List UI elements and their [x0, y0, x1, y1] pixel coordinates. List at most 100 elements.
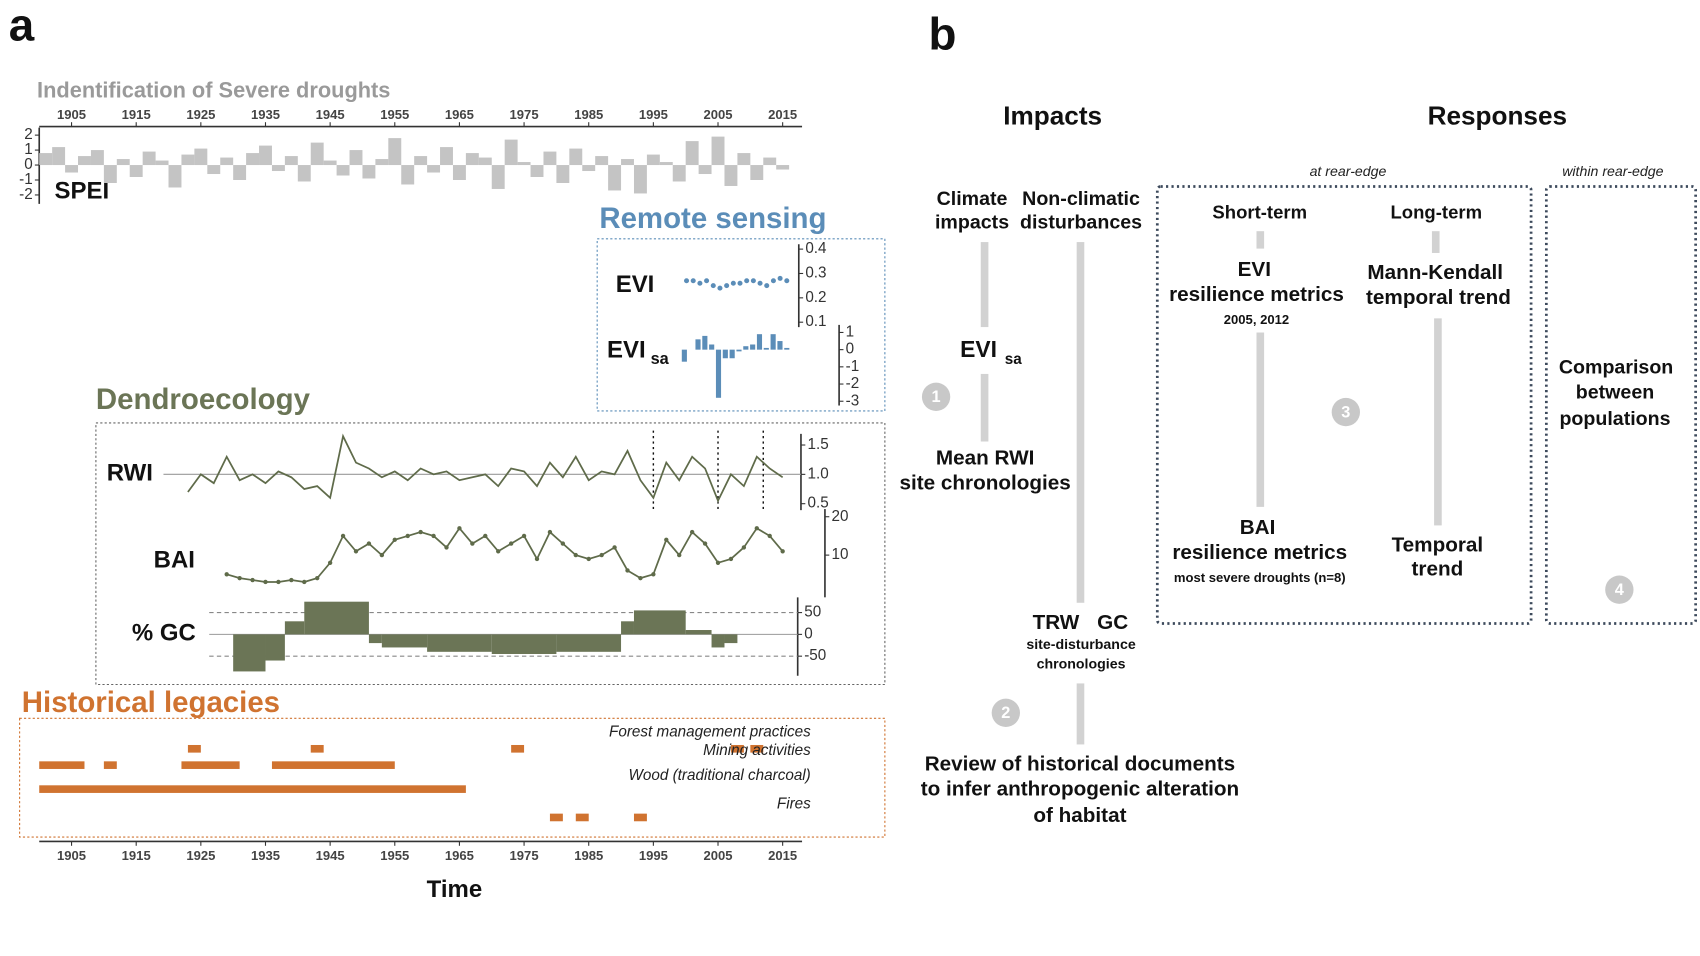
- step-bar: [711, 634, 725, 648]
- bar: [736, 349, 742, 352]
- bar: [452, 165, 466, 180]
- bar: [737, 153, 751, 166]
- panel-b: Impacts Responses Climate impacts Non-cl…: [899, 101, 1698, 827]
- bar: [142, 151, 156, 166]
- node: Non-climatic: [1022, 188, 1140, 210]
- connector: [1076, 683, 1085, 745]
- x-tick-label: 1975: [510, 848, 539, 863]
- dot: [757, 280, 763, 286]
- bar: [504, 139, 518, 166]
- marker: [677, 552, 682, 558]
- bar: [116, 159, 130, 166]
- dot: [784, 278, 790, 284]
- heading: Responses: [1428, 101, 1567, 131]
- box: [19, 717, 886, 838]
- step-bar: [685, 630, 712, 635]
- step-bar: [633, 610, 686, 635]
- marker: [237, 575, 242, 581]
- node: between: [1576, 382, 1654, 404]
- bar: [608, 165, 622, 191]
- y-tick-label: 20: [831, 508, 848, 525]
- y-tick-label: -3: [846, 392, 860, 409]
- dot: [690, 278, 696, 284]
- x-tick-label: 2015: [768, 848, 797, 863]
- series-line: [226, 526, 784, 583]
- step-bar: [556, 634, 622, 652]
- bar: [569, 148, 583, 166]
- bar: [672, 165, 686, 182]
- bar: [401, 165, 415, 185]
- y-tick-label: 10: [831, 546, 848, 563]
- bar: [777, 341, 783, 350]
- marker: [263, 579, 268, 585]
- bar: [722, 349, 728, 359]
- row-label: Forest management practices: [609, 723, 811, 740]
- node: Long-term: [1391, 202, 1483, 223]
- heading: Impacts: [1003, 101, 1102, 131]
- y-tick-label: 0: [846, 341, 854, 358]
- marker: [780, 549, 785, 554]
- x-tick-label: 1915: [122, 107, 151, 122]
- marker: [625, 568, 630, 573]
- step-bar: [621, 621, 634, 635]
- marker: [702, 541, 708, 546]
- node: trend: [1412, 558, 1464, 581]
- dot: [730, 280, 736, 286]
- x-tick-label: 1995: [639, 848, 668, 863]
- bar: [336, 165, 350, 176]
- node: Climate: [937, 188, 1008, 210]
- y-tick-label: 0.3: [805, 265, 826, 282]
- step-bar: [491, 634, 557, 654]
- node: Short-term: [1212, 202, 1307, 223]
- x-tick-label: 1965: [445, 848, 474, 863]
- row-label: Mining activities: [703, 742, 811, 759]
- box: [1544, 185, 1698, 625]
- step-circle: [921, 382, 951, 411]
- node: site chronologies: [899, 471, 1070, 494]
- x-tick-label: 1945: [316, 848, 345, 863]
- bar: [543, 151, 557, 166]
- interval-bar: [549, 813, 563, 822]
- interval-bar: [103, 761, 117, 769]
- series-label: % GC: [132, 620, 196, 647]
- box: [1155, 185, 1533, 625]
- interval-bar: [750, 744, 764, 753]
- bar: [233, 165, 247, 180]
- marker: [302, 579, 307, 585]
- y-tick-label: -1: [19, 171, 33, 188]
- box: [596, 238, 886, 412]
- dot: [750, 278, 756, 284]
- bar: [271, 165, 285, 172]
- panel-label: b: [928, 8, 956, 59]
- bar: [349, 150, 363, 166]
- bar: [90, 150, 104, 166]
- series-label: RWI: [107, 460, 153, 487]
- bar: [194, 148, 208, 166]
- bar: [310, 142, 324, 166]
- interval-bar: [39, 761, 85, 769]
- marker: [457, 526, 462, 531]
- dot: [697, 280, 703, 286]
- marker: [483, 533, 488, 539]
- heading: Indentification of Severe droughts: [37, 77, 390, 102]
- node: temporal trend: [1366, 286, 1511, 309]
- bar: [698, 165, 712, 175]
- dot: [764, 283, 770, 289]
- dot: [777, 275, 783, 281]
- step-bar: [381, 634, 428, 648]
- bar: [621, 159, 634, 166]
- y-tick-label: 0.4: [805, 240, 827, 257]
- marker: [547, 529, 553, 535]
- bar: [633, 165, 647, 194]
- node: TRW: [1033, 611, 1080, 634]
- x-tick-label: 1905: [57, 848, 86, 863]
- step-number: 4: [1615, 581, 1624, 599]
- bar: [659, 162, 673, 166]
- marker: [651, 572, 656, 577]
- series-line: [187, 433, 784, 503]
- marker: [664, 537, 669, 542]
- bar: [517, 162, 531, 166]
- marker: [224, 572, 229, 577]
- connector: [980, 373, 989, 442]
